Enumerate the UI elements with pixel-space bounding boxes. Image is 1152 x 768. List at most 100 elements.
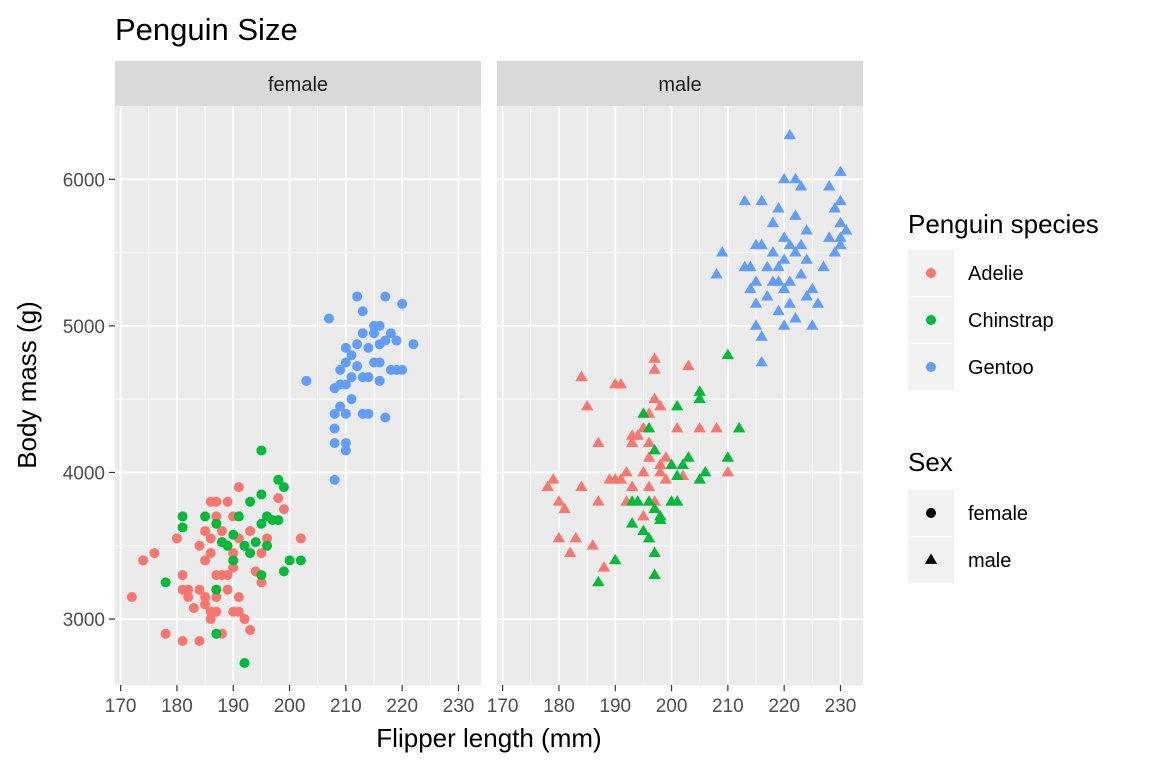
data-point (323, 313, 334, 324)
series-adelie-male (541, 352, 735, 572)
data-point (222, 570, 233, 581)
data-point (755, 330, 768, 341)
data-point (256, 570, 267, 581)
data-point (340, 379, 351, 390)
data-point (671, 399, 684, 411)
data-point (569, 531, 583, 543)
x-axis-title: Flipper length (mm) (376, 723, 601, 753)
panel-male: male 170 180 190 200 210 220 230 (487, 61, 863, 717)
data-point (783, 128, 796, 140)
data-point (273, 515, 284, 526)
data-point (772, 304, 785, 316)
data-point (592, 575, 605, 587)
data-point (766, 216, 780, 228)
data-point (738, 194, 751, 206)
data-point (200, 599, 211, 610)
data-point (794, 238, 808, 250)
data-point (749, 319, 763, 330)
data-point (233, 511, 244, 522)
data-point (329, 438, 340, 449)
data-point (295, 533, 306, 544)
data-point (239, 658, 250, 669)
data-point (295, 555, 306, 566)
legend: Penguin species Adelie Chinstrap Gentoo Sex f… (908, 209, 1099, 583)
y-tick-label: 3000 (63, 610, 105, 631)
data-point (693, 392, 706, 404)
facet-strip-label: female (268, 74, 328, 96)
data-point (699, 465, 712, 477)
data-point (346, 394, 357, 405)
data-point (642, 531, 656, 543)
data-point (682, 451, 695, 462)
data-point (671, 469, 684, 481)
data-point (777, 172, 791, 184)
data-point (575, 480, 588, 492)
data-point (352, 361, 363, 372)
data-point (755, 356, 768, 367)
data-point (239, 614, 250, 625)
data-point (380, 291, 391, 302)
data-point (273, 493, 284, 504)
y-tick-label: 4000 (63, 463, 105, 484)
data-point (541, 480, 554, 492)
data-point (211, 592, 222, 603)
data-point (682, 359, 695, 371)
legend-swatch-chinstrap (926, 315, 936, 325)
data-point (374, 320, 385, 331)
data-point (160, 577, 171, 588)
panel-female: female 170 180 190 200 210 220 230 3000 4000 5000 6… (63, 61, 481, 717)
data-point (710, 421, 723, 433)
chart-title: Penguin Size (115, 12, 298, 47)
x-tick-label: 170 (105, 696, 137, 717)
x-tick-label: 220 (768, 696, 800, 717)
data-point (200, 592, 211, 603)
data-point (721, 348, 735, 360)
data-point (200, 511, 211, 522)
data-point (352, 339, 363, 350)
data-point (194, 540, 205, 551)
data-point (648, 363, 661, 374)
data-point (783, 275, 796, 286)
data-point (408, 339, 419, 350)
data-point (245, 496, 256, 507)
data-point (777, 319, 791, 330)
legend-title-sex: Sex (908, 447, 953, 477)
data-point (834, 238, 847, 250)
data-point (245, 548, 256, 559)
data-point (329, 423, 340, 434)
data-point (222, 540, 233, 551)
data-point (755, 238, 768, 250)
series-chinstrap-female (160, 445, 306, 669)
series-gentoo-male (710, 128, 853, 367)
data-point (761, 290, 774, 301)
x-tick-label: 170 (487, 696, 519, 717)
data-point (228, 548, 239, 559)
data-point (200, 526, 211, 537)
x-tick-label: 180 (543, 696, 575, 717)
data-point (828, 246, 842, 257)
legend-label-adelie: Adelie (968, 263, 1024, 285)
legend-label-male: male (968, 550, 1011, 572)
data-point (637, 465, 650, 477)
data-point (564, 546, 577, 557)
data-point (391, 335, 402, 346)
legend-swatch-adelie (926, 268, 936, 278)
data-point (149, 548, 160, 559)
data-point (817, 260, 830, 272)
data-point (380, 335, 391, 346)
data-point (346, 372, 357, 383)
data-point (256, 548, 267, 559)
data-point (828, 202, 842, 213)
x-tick-label: 210 (712, 696, 744, 717)
x-tick-label: 230 (825, 696, 857, 717)
data-point (654, 513, 667, 524)
data-point (374, 375, 385, 386)
data-point (592, 436, 605, 448)
data-point (580, 399, 594, 411)
data-point (642, 495, 656, 506)
data-point (363, 372, 374, 383)
data-point (194, 636, 205, 647)
data-point (642, 421, 656, 433)
data-point (794, 268, 808, 279)
data-point (278, 566, 289, 577)
